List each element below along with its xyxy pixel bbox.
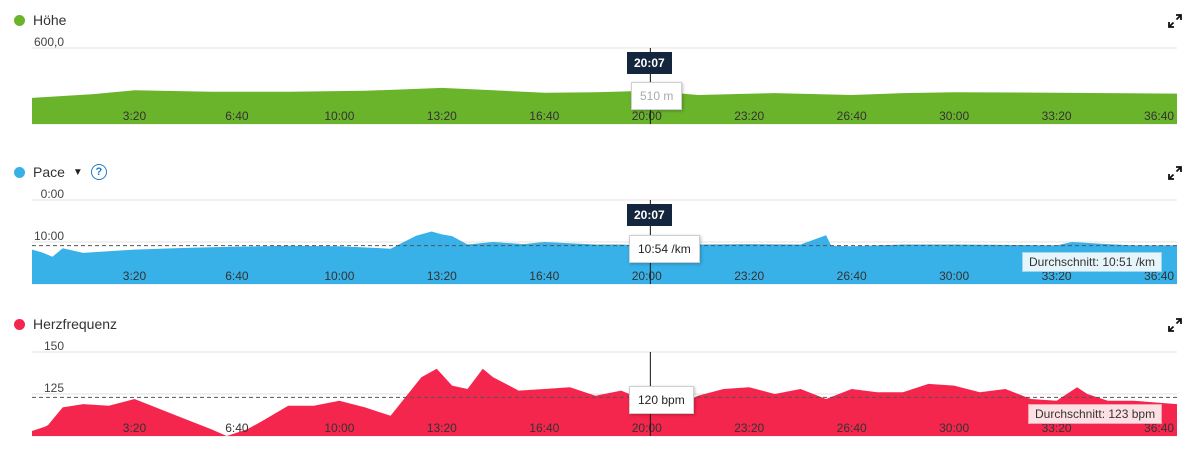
pace-y-tick-label: 0:00 bbox=[41, 187, 65, 201]
pace-x-tick-label: 23:20 bbox=[734, 269, 764, 283]
elevation-x-tick-label: 20:00 bbox=[632, 109, 662, 123]
elevation-x-tick-label: 16:40 bbox=[529, 109, 559, 123]
heart-rate-x-tick-label: 20:00 bbox=[632, 421, 662, 435]
heart-rate-x-tick-label: 23:20 bbox=[734, 421, 764, 435]
expand-arrows-icon[interactable] bbox=[1168, 318, 1182, 332]
heart-rate-area-series bbox=[32, 368, 1177, 436]
heart-rate-title: Herzfrequenz bbox=[33, 316, 118, 332]
heart-rate-average-label: Durchschnitt: 123 bpm bbox=[1028, 404, 1163, 424]
elevation-x-tick-label: 33:20 bbox=[1042, 109, 1072, 123]
caret-down-icon[interactable]: ▼ bbox=[72, 166, 83, 178]
heart-rate-y-tick-label: 125 bbox=[44, 381, 64, 395]
pace-x-tick-label: 26:40 bbox=[837, 269, 867, 283]
heart-rate-header: Herzfrequenz bbox=[14, 314, 117, 334]
question-circle-icon[interactable]: ? bbox=[90, 164, 107, 180]
pace-legend-dot bbox=[14, 166, 25, 178]
elevation-x-tick-label: 13:20 bbox=[427, 109, 457, 123]
heart-rate-x-tick-label: 16:40 bbox=[529, 421, 559, 435]
elevation-title: Höhe bbox=[33, 12, 67, 28]
pace-x-tick-label: 3:20 bbox=[123, 269, 147, 283]
elevation-x-tick-label: 6:40 bbox=[225, 109, 249, 123]
elevation-area-series bbox=[32, 87, 1177, 124]
elevation-chart[interactable]: 600,0440,03:206:4010:0013:2016:4020:0023… bbox=[0, 0, 1197, 140]
heart-rate-tooltip: 120 bpm bbox=[629, 386, 694, 414]
pace-x-tick-label: 13:20 bbox=[427, 269, 457, 283]
pace-cursor-time-badge: 20:07 bbox=[627, 204, 672, 226]
elevation-cursor-time-badge: 20:07 bbox=[627, 52, 672, 74]
pace-x-tick-label: 36:40 bbox=[1144, 269, 1174, 283]
pace-header[interactable]: Pace ▼ ? bbox=[14, 162, 107, 182]
pace-panel: Pace ▼ ? bbox=[0, 152, 1197, 292]
pace-x-tick-label: 6:40 bbox=[225, 269, 249, 283]
expand-arrows-icon[interactable] bbox=[1168, 166, 1182, 180]
elevation-x-tick-label: 30:00 bbox=[939, 109, 969, 123]
pace-x-tick-label: 16:40 bbox=[529, 269, 559, 283]
heart-rate-panel: Herzfrequenz bbox=[0, 304, 1197, 459]
heart-rate-x-tick-label: 10:00 bbox=[324, 421, 354, 435]
elevation-panel: Höhe bbox=[0, 0, 1197, 140]
heart-rate-legend-dot bbox=[14, 318, 25, 330]
heart-rate-x-tick-label: 26:40 bbox=[837, 421, 867, 435]
heart-rate-x-tick-label: 33:20 bbox=[1042, 421, 1072, 435]
heart-rate-x-tick-label: 30:00 bbox=[939, 421, 969, 435]
pace-area-series bbox=[32, 231, 1177, 284]
pace-x-tick-label: 33:20 bbox=[1042, 269, 1072, 283]
elevation-x-tick-label: 36:40 bbox=[1144, 109, 1174, 123]
pace-tooltip: 10:54 /km bbox=[629, 235, 700, 263]
elevation-x-tick-label: 10:00 bbox=[324, 109, 354, 123]
heart-rate-y-tick-label: 150 bbox=[44, 339, 64, 353]
elevation-header: Höhe bbox=[14, 10, 66, 30]
pace-chart[interactable]: 0:00 10:00 20:00 3:20 6:40 10:00 13:20 16:40 20:… bbox=[0, 152, 1197, 292]
elevation-x-tick-label: 26:40 bbox=[837, 109, 867, 123]
heart-rate-x-tick-label: 36:40 bbox=[1144, 421, 1174, 435]
elevation-legend-dot bbox=[14, 14, 25, 26]
expand-arrows-icon[interactable] bbox=[1168, 14, 1182, 28]
heart-rate-x-tick-label: 6:40 bbox=[225, 421, 249, 435]
heart-rate-x-tick-label: 3:20 bbox=[123, 421, 147, 435]
elevation-y-tick-label: 600,0 bbox=[34, 35, 64, 49]
elevation-tooltip: 510 m bbox=[631, 82, 683, 110]
pace-title[interactable]: Pace bbox=[33, 164, 65, 180]
pace-average-label: Durchschnitt: 10:51 /km bbox=[1022, 252, 1163, 272]
pace-x-tick-label: 30:00 bbox=[939, 269, 969, 283]
heart-rate-chart[interactable]: 1501251003:206:4010:0013:2016:4020:0023:… bbox=[0, 304, 1197, 459]
pace-x-tick-label: 10:00 bbox=[324, 269, 354, 283]
pace-x-tick-label: 20:00 bbox=[632, 269, 662, 283]
heart-rate-x-tick-label: 13:20 bbox=[427, 421, 457, 435]
elevation-x-tick-label: 3:20 bbox=[123, 109, 147, 123]
pace-y-tick-label: 10:00 bbox=[34, 229, 64, 243]
elevation-x-tick-label: 23:20 bbox=[734, 109, 764, 123]
